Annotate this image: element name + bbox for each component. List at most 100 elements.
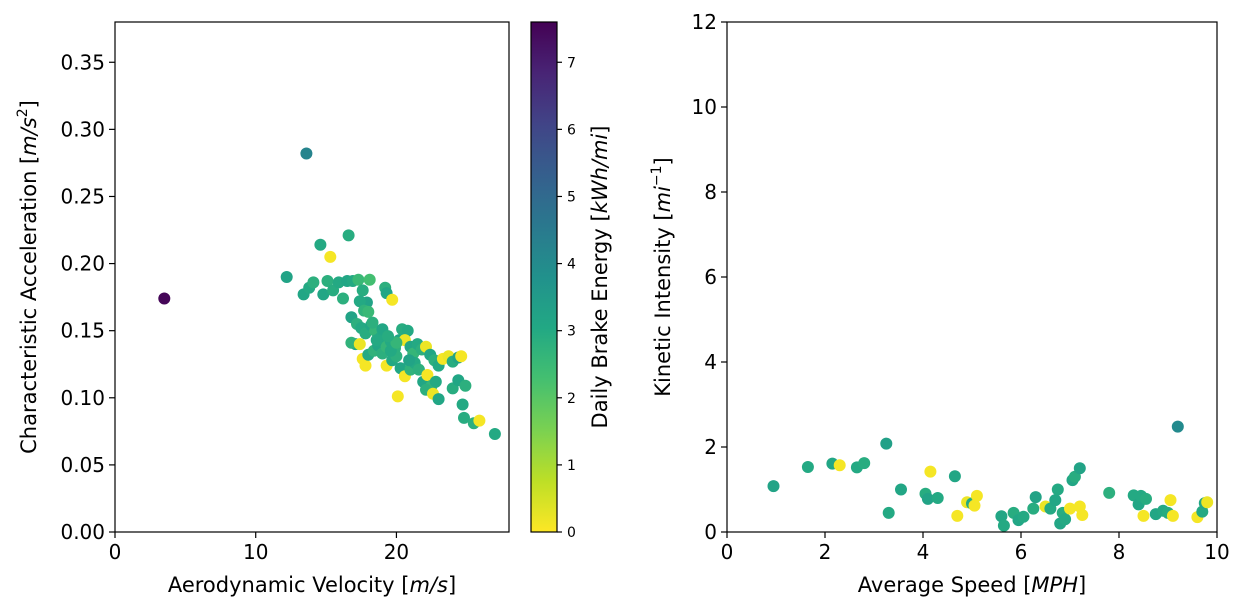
scatter-point: [459, 379, 472, 392]
scatter-point: [1017, 510, 1030, 523]
scatter-point: [342, 229, 355, 242]
x-tick-label: 20: [384, 540, 409, 564]
colorbar-tick-label: 6: [567, 122, 576, 138]
scatter-point: [324, 250, 337, 263]
scatter-point: [1029, 491, 1042, 504]
scatter-point: [363, 273, 376, 286]
scatter-point: [995, 510, 1008, 523]
colorbar-tick-label: 7: [567, 55, 576, 71]
scatter-point: [858, 457, 871, 470]
scatter-point: [353, 295, 366, 308]
y-tick-label: 0.05: [60, 453, 105, 477]
scatter-point: [488, 428, 501, 440]
y-tick-label: 0.25: [60, 184, 105, 208]
scatter-points: [767, 420, 1214, 532]
scatter-point: [314, 238, 327, 251]
scatter-point: [321, 275, 334, 287]
x-axis-ticks: 0 2 4 6 8 10: [721, 532, 1230, 564]
scatter-point: [352, 273, 365, 286]
y-tick-label: 0.00: [60, 520, 105, 544]
scatter-point: [359, 359, 372, 372]
scatter-point: [337, 292, 349, 305]
colorbar-gradient: [531, 22, 557, 532]
scatter-point: [1103, 486, 1116, 499]
scatter-point: [455, 350, 468, 363]
scatter-point: [382, 330, 394, 343]
scatter-point: [997, 519, 1010, 532]
colorbar-frame: [530, 21, 558, 533]
scatter-point: [767, 480, 780, 493]
scatter-point: [951, 509, 964, 522]
y-axis-ticks: 0 2 4 6 8 10 12: [692, 10, 727, 544]
x-axis-label: Aerodynamic Velocity [m/s]: [168, 573, 456, 597]
colorbar-tick-label: 1: [567, 458, 576, 474]
y-tick-label: 8: [704, 180, 717, 204]
scatter-point: [370, 334, 383, 347]
y-axis-label: Characteristic Acceleration [m/s2]: [15, 100, 41, 454]
scatter-point: [1051, 483, 1064, 496]
x-tick-label: 2: [819, 540, 832, 564]
scatter-point: [307, 276, 320, 289]
scatter-point: [1140, 492, 1152, 505]
scatter-point: [970, 489, 983, 502]
y-tick-label: 0.30: [60, 117, 105, 141]
x-tick-label: 4: [917, 540, 930, 564]
y-tick-label: 0.10: [60, 386, 105, 410]
scatter-point: [317, 288, 330, 301]
colorbar-tick-label: 5: [567, 189, 576, 205]
scatter-point: [1171, 420, 1184, 433]
acceleration-velocity-chart: 0 10 20 0.00 0.05 0.10 0.15 0.20 0.25 0.30 0.35 A…: [15, 21, 510, 597]
scatter-point: [1059, 513, 1072, 526]
y-axis-label: Kinetic Intensity [mi−1]: [649, 157, 675, 397]
y-tick-label: 2: [704, 435, 717, 459]
scatter-point: [895, 483, 907, 496]
scatter-point: [390, 336, 403, 349]
scatter-point: [158, 292, 171, 305]
scatter-point: [1166, 509, 1179, 522]
x-tick-label: 10: [243, 540, 268, 564]
y-axis-ticks: 0.00 0.05 0.10 0.15 0.20 0.25 0.30 0.35: [60, 50, 115, 544]
x-axis-ticks: 0 10 20: [109, 532, 409, 564]
scatter-point: [356, 284, 369, 297]
axes-frame: [114, 21, 510, 533]
scatter-point: [1137, 509, 1150, 522]
x-tick-label: 6: [1015, 540, 1028, 564]
scatter-point: [1027, 502, 1040, 515]
kinetic-intensity-speed-chart: 0 2 4 6 8 10 0 2 4 6 8 10 12 Average Speed [MPH] Ki…: [649, 10, 1230, 597]
colorbar-ticks: 0 1 2 3 4 5 6 7: [557, 55, 576, 541]
scatter-points: [158, 147, 501, 440]
scatter-point: [833, 459, 846, 472]
y-tick-label: 4: [704, 350, 717, 374]
axes-frame: [726, 21, 1218, 533]
y-tick-label: 10: [692, 95, 717, 119]
colorbar-tick-label: 4: [567, 257, 576, 273]
scatter-point: [948, 470, 961, 483]
scatter-point: [880, 437, 893, 450]
scatter-point: [924, 465, 937, 478]
y-tick-label: 0.20: [60, 252, 105, 276]
scatter-point: [300, 147, 313, 160]
colorbar-label: Daily Brake Energy [kWh/mi]: [588, 126, 612, 429]
colorbar-tick-label: 3: [567, 324, 576, 340]
scatter-point: [1049, 494, 1062, 507]
y-tick-label: 12: [692, 10, 717, 34]
x-tick-label: 10: [1204, 540, 1229, 564]
scatter-point: [353, 338, 366, 351]
scatter-point: [1201, 496, 1214, 509]
y-tick-label: 0.15: [60, 319, 105, 343]
scatter-point: [456, 398, 469, 411]
y-tick-label: 0.35: [60, 50, 105, 74]
scatter-point: [429, 375, 442, 388]
scatter-point: [362, 305, 375, 318]
scatter-point: [968, 499, 981, 512]
scatter-point: [391, 390, 404, 403]
colorbar-tick-label: 2: [567, 391, 576, 407]
scatter-point: [1076, 509, 1089, 521]
scatter-point: [473, 414, 486, 427]
scatter-point: [458, 411, 470, 424]
scatter-point: [921, 492, 934, 505]
x-tick-label: 0: [721, 540, 734, 564]
y-tick-label: 6: [704, 265, 717, 289]
scatter-point: [1073, 462, 1086, 475]
